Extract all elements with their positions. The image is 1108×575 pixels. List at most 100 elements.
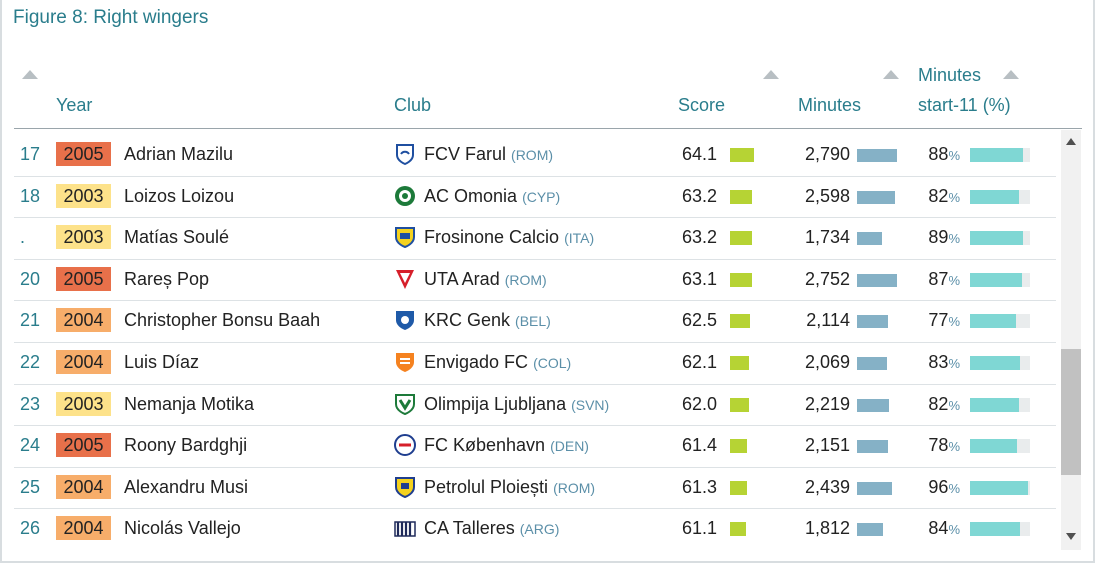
minutes-bar bbox=[857, 190, 895, 204]
start11-pct: 83% bbox=[928, 352, 960, 372]
club-label: Envigado FC bbox=[424, 352, 529, 372]
table-row[interactable]: 20 2005 Rareș Pop UTA Arad (ROM) 63.1 2,… bbox=[14, 259, 1056, 302]
club-country: (ITA) bbox=[564, 230, 595, 247]
start11-bar-track bbox=[970, 272, 1030, 287]
club-country: (ROM) bbox=[553, 479, 596, 496]
start11-bar bbox=[970, 189, 1020, 204]
sort-up-icon[interactable] bbox=[22, 70, 38, 79]
rank: 26 bbox=[20, 518, 41, 539]
score-bar bbox=[730, 480, 747, 495]
score-bar bbox=[730, 439, 748, 454]
start11-bar-track bbox=[970, 148, 1030, 162]
birth-year-badge: 2005 bbox=[56, 142, 111, 166]
table-row[interactable]: . 2003 Matías Soulé Frosinone Calcio (IT… bbox=[14, 217, 1056, 260]
minutes-value: 2,219 bbox=[804, 393, 850, 414]
column-header-start11-line2[interactable]: start-11 (%) bbox=[918, 95, 1011, 115]
figure-frame bbox=[0, 0, 1095, 563]
envigado-crest-icon bbox=[396, 353, 414, 372]
club-label: FC København bbox=[424, 435, 546, 456]
petrolul-crest-icon bbox=[395, 476, 415, 498]
rank: 21 bbox=[20, 310, 41, 331]
start11-pct-value: 78 bbox=[928, 435, 949, 456]
column-header-year[interactable]: Year bbox=[56, 95, 93, 115]
start11-pct-value: 77 bbox=[928, 310, 949, 331]
table-row[interactable]: 22 2004 Luis Díaz Envigado FC (COL) 62.1… bbox=[14, 342, 1056, 385]
start11-pct-value: 84 bbox=[928, 518, 949, 539]
start11-bar-track bbox=[970, 480, 1030, 495]
minutes-value: 1,812 bbox=[804, 518, 850, 539]
column-header-club[interactable]: Club bbox=[394, 95, 432, 115]
table-row[interactable]: 23 2003 Nemanja Motika Olimpija Ljubljan… bbox=[14, 384, 1056, 427]
player-name: Adrian Mazilu bbox=[124, 144, 234, 164]
table-row[interactable]: 25 2004 Alexandru Musi Petrolul Ploiești… bbox=[14, 467, 1056, 510]
start11-pct: 89% bbox=[928, 227, 960, 248]
score-value: 62.0 bbox=[682, 393, 718, 414]
minutes-value: 2,114 bbox=[806, 310, 850, 331]
table-row[interactable]: 18 2003 Loizos Loizou AC Omonia (CYP) 63… bbox=[14, 176, 1056, 219]
rank: 18 bbox=[20, 185, 41, 206]
club-label: CA Talleres bbox=[424, 518, 515, 539]
vertical-scrollbar[interactable] bbox=[1061, 130, 1081, 550]
start11-pct-value: 83 bbox=[928, 352, 949, 372]
score-bar bbox=[730, 189, 752, 204]
club-name: Frosinone Calcio (ITA) bbox=[424, 227, 594, 248]
start11-bar bbox=[970, 480, 1028, 495]
column-header-start11-line1[interactable]: Minutes bbox=[918, 65, 982, 85]
table-row[interactable]: 26 2004 Nicolás Vallejo CA Talleres (ARG… bbox=[14, 508, 1056, 550]
player-name: Christopher Bonsu Baah bbox=[124, 310, 321, 331]
talleres-crest-icon bbox=[394, 521, 416, 538]
omonia-crest-icon bbox=[395, 185, 415, 206]
birth-year-badge: 2005 bbox=[56, 266, 111, 291]
sort-minutes-icon[interactable] bbox=[883, 70, 899, 79]
olimpija-crest-icon bbox=[395, 393, 415, 415]
start11-pct: 82% bbox=[928, 185, 960, 206]
minutes-value: 2,790 bbox=[804, 144, 850, 164]
score-value: 62.1 bbox=[682, 352, 718, 372]
scroll-up-icon[interactable] bbox=[1066, 138, 1076, 145]
club-country: (BEL) bbox=[515, 313, 551, 330]
table-row[interactable]: 24 2005 Roony Bardghji FC København (DEN… bbox=[14, 425, 1056, 468]
start11-pct: 84% bbox=[928, 518, 960, 539]
rank: 24 bbox=[20, 435, 41, 456]
start11-bar-track bbox=[970, 314, 1030, 329]
minutes-bar bbox=[857, 232, 883, 246]
column-header-minutes[interactable]: Minutes bbox=[798, 95, 862, 115]
club-country: (ARG) bbox=[519, 521, 560, 538]
start11-bar bbox=[970, 231, 1024, 246]
sort-start11-icon[interactable] bbox=[1003, 70, 1019, 79]
start11-bar-track bbox=[970, 439, 1030, 454]
score-value: 61.1 bbox=[682, 518, 718, 539]
score-value: 63.1 bbox=[682, 268, 718, 289]
column-header-score[interactable]: Score bbox=[678, 95, 726, 115]
farul-crest-icon bbox=[396, 144, 414, 166]
minutes-bar bbox=[857, 398, 890, 412]
kobenhavn-crest-icon bbox=[394, 434, 416, 457]
table-row[interactable]: 21 2004 Christopher Bonsu Baah KRC Genk … bbox=[14, 300, 1056, 343]
club-label: AC Omonia bbox=[424, 185, 518, 206]
score-value: 63.2 bbox=[682, 185, 718, 206]
minutes-value: 2,069 bbox=[804, 352, 850, 372]
rank: . bbox=[20, 227, 26, 248]
club-country: (CYP) bbox=[522, 188, 561, 205]
birth-year-badge: 2005 bbox=[56, 433, 111, 458]
club-name: FC København (DEN) bbox=[424, 435, 589, 456]
scrollbar-thumb[interactable] bbox=[1061, 349, 1081, 475]
club-name: UTA Arad (ROM) bbox=[424, 269, 547, 290]
start11-pct-value: 96 bbox=[928, 476, 949, 497]
player-name: Luis Díaz bbox=[124, 352, 200, 372]
club-country: (ROM) bbox=[511, 147, 554, 163]
start11-pct: 82% bbox=[928, 393, 960, 414]
table-row[interactable]: 17 2005 Adrian Mazilu FCV Farul (ROM) 64… bbox=[14, 134, 1056, 177]
start11-bar bbox=[970, 439, 1017, 454]
start11-pct-value: 82 bbox=[928, 393, 949, 414]
start11-bar bbox=[970, 356, 1020, 370]
start11-bar bbox=[970, 314, 1017, 329]
start11-bar-track bbox=[970, 231, 1030, 246]
table-body: 17 2005 Adrian Mazilu FCV Farul (ROM) 64… bbox=[14, 134, 1056, 550]
minutes-bar bbox=[857, 273, 897, 287]
score-value: 62.5 bbox=[682, 310, 718, 331]
minutes-bar bbox=[857, 440, 889, 454]
sort-score-icon[interactable] bbox=[763, 70, 779, 79]
scroll-down-icon[interactable] bbox=[1066, 533, 1076, 540]
start11-pct-value: 88 bbox=[928, 144, 949, 164]
